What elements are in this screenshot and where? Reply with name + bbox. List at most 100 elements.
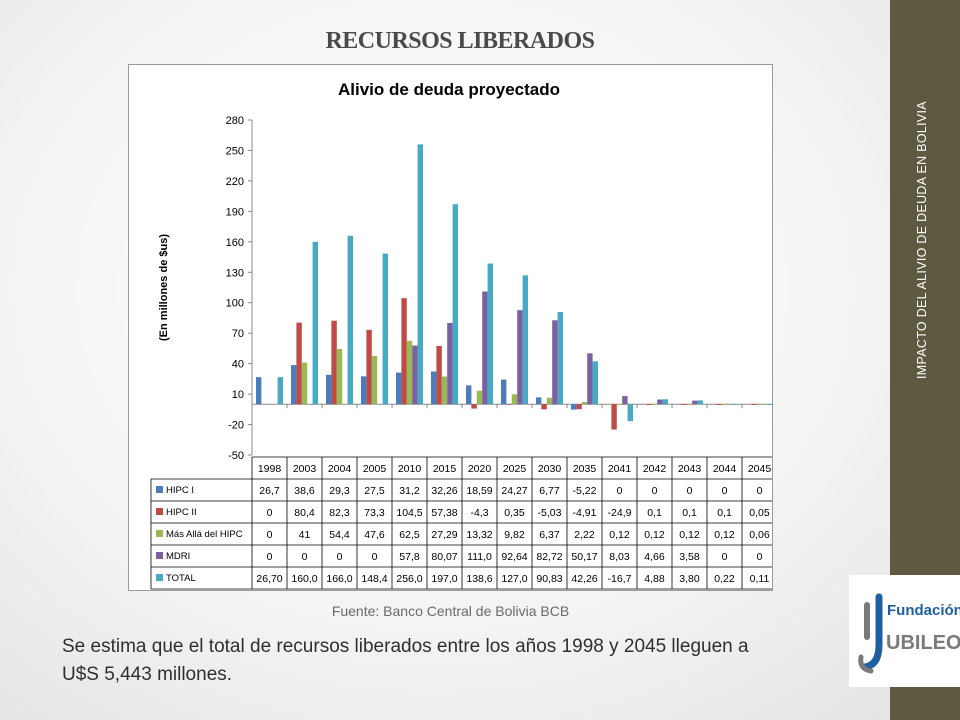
data-label: 0 bbox=[267, 507, 273, 519]
data-label: -4,91 bbox=[573, 507, 597, 519]
chart-title: Alivio de deuda proyectado bbox=[338, 80, 560, 99]
y-tick-label: 160 bbox=[226, 237, 244, 249]
bar-hipc-ii bbox=[541, 404, 547, 410]
bar-m-s-all-del-hipc bbox=[511, 394, 518, 405]
data-label: 104,5 bbox=[396, 507, 422, 519]
source-note: Fuente: Banco Central de Bolivia BCB bbox=[331, 603, 570, 619]
data-label: 0 bbox=[302, 551, 308, 563]
data-label: 9,82 bbox=[504, 529, 525, 541]
bar-hipc-i bbox=[501, 379, 507, 405]
bar-hipc-ii bbox=[716, 404, 722, 405]
data-label: 166,0 bbox=[326, 573, 352, 585]
bar-m-s-all-del-hipc bbox=[651, 404, 658, 405]
data-label: 41 bbox=[299, 529, 311, 541]
data-label: 0,06 bbox=[749, 529, 770, 541]
data-label: 3,58 bbox=[679, 551, 700, 563]
bar-m-s-all-del-hipc bbox=[336, 349, 343, 405]
bar-hipc-ii bbox=[331, 320, 337, 405]
bar-total bbox=[487, 263, 493, 405]
bar-hipc-i bbox=[571, 404, 577, 410]
chart: Alivio de deuda proyectado (En millones d… bbox=[150, 80, 772, 590]
bar-hipc-i bbox=[466, 385, 472, 405]
x-tick-label: 2005 bbox=[363, 463, 387, 475]
data-label: 26,7 bbox=[259, 485, 280, 497]
bar-mdri bbox=[657, 399, 663, 405]
body-text: Se estima que el total de recursos liber… bbox=[62, 636, 749, 685]
bar-total bbox=[732, 404, 738, 405]
data-label: 8,03 bbox=[609, 551, 630, 563]
bar-mdri bbox=[412, 345, 418, 405]
bar-hipc-ii bbox=[296, 322, 302, 405]
bar-mdri bbox=[692, 400, 698, 405]
x-tick-label: 2045 bbox=[748, 463, 772, 475]
bar-mdri bbox=[622, 396, 628, 405]
data-label: 27,29 bbox=[431, 529, 457, 541]
bar-hipc-ii bbox=[576, 404, 582, 410]
bar-hipc-i bbox=[536, 397, 542, 405]
data-label: 26,70 bbox=[256, 573, 282, 585]
x-tick-label: 2035 bbox=[573, 463, 597, 475]
data-label: 0 bbox=[757, 551, 763, 563]
legend-label: TOTAL bbox=[166, 573, 196, 584]
data-label: 0 bbox=[617, 485, 623, 497]
bar-hipc-i bbox=[396, 372, 402, 405]
y-tick-label: -50 bbox=[228, 450, 244, 462]
data-label: -5,22 bbox=[573, 485, 597, 497]
data-label: 0,1 bbox=[717, 507, 732, 519]
bar-total bbox=[452, 204, 458, 405]
side-title: IMPACTO DEL ALIVIO DE DEUDA EN BOLIVIA bbox=[915, 101, 929, 379]
x-tick-label: 2041 bbox=[608, 463, 632, 475]
y-tick-label: 130 bbox=[226, 267, 244, 279]
y-tick-label: 280 bbox=[226, 115, 244, 127]
bar-hipc-i bbox=[291, 365, 297, 405]
y-tick-label: -20 bbox=[228, 420, 244, 432]
data-label: 54,4 bbox=[329, 529, 350, 541]
y-axis-label: (En millones de $us) bbox=[158, 234, 170, 341]
data-label: 38,6 bbox=[294, 485, 315, 497]
bar-m-s-all-del-hipc bbox=[476, 390, 483, 405]
y-tick-label: 100 bbox=[226, 298, 244, 310]
bar-total bbox=[382, 253, 388, 405]
data-label: 92,64 bbox=[501, 551, 527, 563]
x-tick-label: 1998 bbox=[258, 463, 282, 475]
bar-mdri bbox=[517, 310, 523, 405]
data-label: 256,0 bbox=[396, 573, 422, 585]
logo-mark-icon bbox=[858, 593, 883, 674]
data-label: 57,38 bbox=[431, 507, 457, 519]
bar-total bbox=[277, 377, 283, 405]
y-tick-label: 250 bbox=[226, 145, 244, 157]
data-label: 0,12 bbox=[714, 529, 735, 541]
data-label: 0,12 bbox=[644, 529, 665, 541]
bar-hipc-ii bbox=[611, 404, 617, 430]
y-tick-label: 40 bbox=[232, 359, 244, 371]
legend-swatch bbox=[156, 574, 163, 581]
bar-m-s-all-del-hipc bbox=[546, 397, 553, 405]
bar-total bbox=[557, 312, 563, 405]
bar-m-s-all-del-hipc bbox=[686, 404, 693, 405]
bar-hipc-i bbox=[326, 374, 332, 405]
x-tick-label: 2025 bbox=[503, 463, 527, 475]
data-label: 31,2 bbox=[399, 485, 420, 497]
data-label: 18,59 bbox=[466, 485, 492, 497]
data-label: 0,11 bbox=[750, 573, 770, 585]
legend-label: MDRI bbox=[166, 551, 190, 562]
data-label: 0 bbox=[652, 485, 658, 497]
data-label: 80,07 bbox=[431, 551, 457, 563]
x-tick-label: 2042 bbox=[643, 463, 667, 475]
data-label: 80,4 bbox=[294, 507, 315, 519]
data-label: 0 bbox=[722, 551, 728, 563]
x-tick-label: 2044 bbox=[713, 463, 737, 475]
data-label: 0,1 bbox=[647, 507, 662, 519]
data-label: -4,3 bbox=[470, 507, 488, 519]
data-label: 0 bbox=[267, 529, 273, 541]
bar-hipc-i bbox=[361, 376, 367, 405]
chart-frame: Alivio de deuda proyectado (En millones d… bbox=[128, 64, 773, 591]
logo: Fundación UBILEO bbox=[849, 575, 960, 687]
logo-text-bottom: UBILEO bbox=[886, 632, 960, 654]
data-label: 82,72 bbox=[536, 551, 562, 563]
bar-total bbox=[417, 144, 423, 405]
data-label: 0 bbox=[687, 485, 693, 497]
bar-total bbox=[592, 361, 598, 405]
bar-m-s-all-del-hipc bbox=[371, 355, 378, 405]
data-label: 73,3 bbox=[364, 507, 385, 519]
